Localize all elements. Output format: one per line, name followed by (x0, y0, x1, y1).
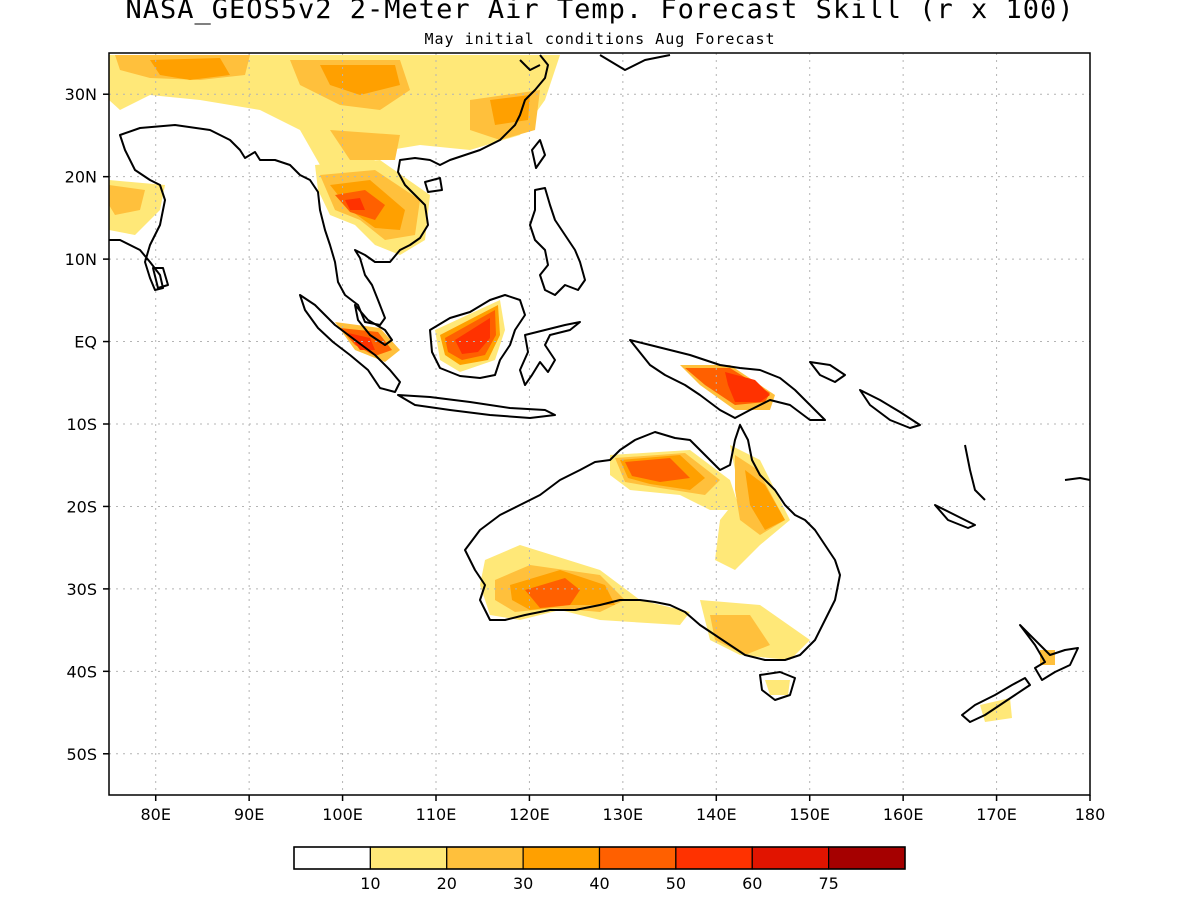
lon-tick-label: 180 (1075, 805, 1106, 824)
chart-title: NASA_GEOS5v2 2-Meter Air Temp. Forecast … (125, 0, 1075, 25)
skill-area-tasmania (765, 680, 790, 695)
coast-nz-south (961, 677, 1031, 723)
lat-tick-label: 30N (65, 85, 97, 104)
coast-fiji (1064, 477, 1090, 481)
chart-subtitle: May initial conditions Aug Forecast (424, 30, 776, 48)
lat-tick-label: EQ (74, 333, 97, 352)
colorbar-segment (598, 846, 677, 870)
lon-tick-label: 100E (322, 805, 363, 824)
colorbar-label: 60 (742, 874, 762, 893)
colorbar-frame (293, 846, 906, 870)
coast-borneo (429, 294, 526, 379)
colorbar: 10 20 30 40 50 60 75 (293, 846, 906, 893)
skill-area-swaus-red (525, 578, 580, 608)
lon-tick-label: 90E (234, 805, 264, 824)
latitude-axis: 30N 20N 10N EQ 10S 20S 30S 40S 50S (65, 85, 109, 764)
colorbar-segment (675, 846, 753, 870)
colorbar-label: 30 (513, 874, 533, 893)
skill-area-borneo-dark (455, 318, 490, 354)
skill-area-indochina-dark (345, 198, 365, 210)
lon-tick-label: 150E (789, 805, 830, 824)
lon-tick-label: 80E (140, 805, 170, 824)
lon-tick-label: 120E (509, 805, 550, 824)
colorbar-label: 40 (589, 874, 609, 893)
colorbar-segment (446, 846, 524, 870)
colorbar-label: 75 (818, 874, 838, 893)
lat-tick-label: 50S (66, 745, 97, 764)
colorbar-segment (828, 846, 906, 870)
lon-tick-label: 110E (416, 805, 457, 824)
skill-area-seaus-mid (710, 615, 770, 655)
skill-area-yunnan (330, 130, 400, 160)
coast-java (397, 394, 556, 419)
skill-shading (109, 55, 1055, 722)
coast-vanuatu (964, 444, 986, 501)
coast-solomons (859, 389, 921, 429)
coast-tasmania (759, 671, 796, 701)
lat-tick-label: 40S (66, 662, 97, 681)
coast-sumatra (299, 294, 401, 393)
colorbar-segment (751, 846, 830, 870)
grid-lines (109, 53, 1090, 795)
coast-nz-north (1019, 624, 1079, 681)
coast-philippines (529, 187, 586, 296)
coast-newguinea (629, 339, 826, 421)
skill-area-naus-red (625, 458, 690, 482)
colorbar-segment (369, 846, 448, 870)
lat-tick-label: 10S (66, 415, 97, 434)
colorbar-segment (522, 846, 601, 870)
colorbar-label: 50 (666, 874, 686, 893)
skill-area-newguinea-dark (725, 372, 770, 402)
skill-area-china-east-orange (490, 95, 530, 125)
coast-korea (519, 59, 541, 71)
longitude-axis: 80E 90E 100E 110E 120E 130E 140E 150E 160E 170E 18… (140, 795, 1105, 824)
lon-tick-label: 140E (696, 805, 737, 824)
lon-tick-label: 130E (603, 805, 644, 824)
coast-newbritain (809, 361, 846, 383)
coast-australia (464, 424, 841, 661)
skill-area-qld-orange (745, 470, 785, 530)
skill-area-nz-south (980, 698, 1012, 722)
skill-area-tibet-orange (150, 58, 230, 80)
lat-tick-label: 30S (66, 580, 97, 599)
coast-srilanka (152, 267, 169, 289)
coast-japan (599, 54, 671, 71)
lat-tick-label: 10N (65, 250, 97, 269)
colorbar-label: 20 (437, 874, 457, 893)
lon-tick-label: 160E (883, 805, 924, 824)
coast-sulawesi (519, 321, 581, 386)
coast-malaya (354, 304, 393, 346)
coastlines (109, 54, 1090, 723)
skill-area-china-orange (320, 65, 400, 95)
coast-taiwan (531, 139, 546, 169)
skill-area-india-mid (109, 185, 145, 215)
colorbar-label: 10 (360, 874, 380, 893)
coast-asia (109, 54, 549, 326)
skill-area-south-china-light (109, 55, 560, 170)
lat-tick-label: 20S (66, 497, 97, 516)
colorbar-segment (293, 846, 371, 870)
lon-tick-label: 170E (976, 805, 1017, 824)
coast-hainan (424, 177, 443, 193)
lat-tick-label: 20N (65, 168, 97, 187)
coast-newcaledonia (934, 504, 976, 529)
